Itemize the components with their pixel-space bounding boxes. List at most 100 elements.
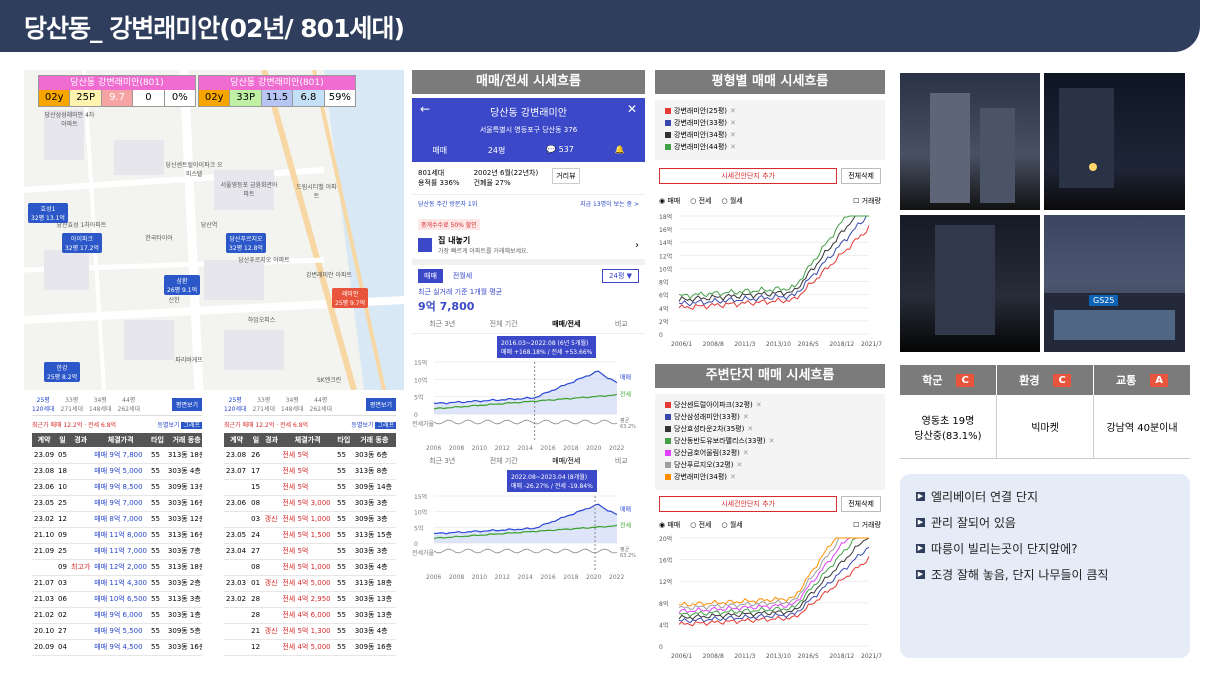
legend-item[interactable]: 당산푸르지오(32평) ✕ (665, 460, 875, 470)
map-apt-label[interactable]: 래미안 25평 9.7억 (332, 288, 369, 308)
y-tick: 0 (659, 644, 663, 651)
size-select[interactable]: 24평 (487, 146, 506, 155)
map-apt-label[interactable]: 한강 25평 8.2억 (44, 362, 81, 382)
map-apt-label[interactable]: 삼환 26평 9.1억 (164, 275, 201, 295)
period-tab[interactable]: 최근 3년 (429, 457, 456, 465)
sell-house-card[interactable]: 집 내놓기 가장 빠르게 아파트를 거래해보세요. › (412, 231, 645, 265)
size-dropdown[interactable]: 24평 ▼ (602, 269, 639, 283)
x-tick: 2014 (518, 574, 533, 581)
legend-item[interactable]: 당산금호어울림(32평) ✕ (665, 448, 875, 458)
period-tab[interactable]: 매매/전세 (552, 457, 581, 465)
clear-all-button[interactable]: 전체삭제 (841, 168, 881, 184)
chip-button[interactable]: 등별보기 (351, 422, 374, 429)
chip-button[interactable]: 그래프 (181, 422, 202, 429)
legend-item[interactable]: 당산효성타운2차(35평) ✕ (665, 424, 875, 434)
map-apt-label[interactable]: 당산푸르지오 32평 12.8억 (226, 233, 266, 253)
table-row: 20.10 27 매매 9억 5,500 55 309동 5층 (32, 623, 202, 640)
type-tab[interactable]: 44평 262세대 (309, 397, 333, 413)
close-icon[interactable]: ✕ (626, 102, 637, 116)
x-tick: 2021/7 (861, 341, 882, 348)
map-place: 파리바게뜨 (175, 357, 203, 364)
period-tab[interactable]: 비교 (614, 320, 628, 328)
type-tab[interactable]: 34평 148세대 (281, 397, 304, 413)
y-tick: 0 (414, 412, 418, 419)
legend-item[interactable]: 강변래미안(44평) ✕ (665, 142, 875, 152)
period-tab[interactable]: 전체 기간 (489, 320, 518, 328)
remove-icon: ✕ (742, 449, 749, 457)
stat-box-title: 당산동 강변래미안(801) (199, 76, 355, 90)
radio-sale[interactable]: ◉ 매매 (659, 521, 681, 529)
series-legend: 당산센트럴아이파크(32평) ✕ 당산삼성래미안(33평) ✕ 당산효성타운2차(35평… (655, 394, 885, 490)
type-tab[interactable]: 33평 271세대 (60, 397, 84, 413)
price-flow-title: 매매/전세 시세흐름 (412, 70, 645, 94)
comment-count[interactable]: 💬 537 (546, 145, 574, 154)
add-complex-button[interactable]: 시세건안단지 추가 (659, 168, 838, 184)
page-title: 당산동_ 강변래미안(02년/ 801세대) (24, 14, 405, 43)
table-row: 23.05 25 매매 9억 7,000 55 303동 16층 (32, 495, 202, 512)
radio-sale[interactable]: ◉ 매매 (659, 197, 681, 205)
sale-line (433, 503, 618, 535)
app-header: ← 당산동 강변래미안 ✕ 서울특별시 영등포구 당산동 376 매매 24평 … (412, 98, 645, 162)
legend-item[interactable]: 강변래미안(33평) ✕ (665, 118, 875, 128)
radio-monthly[interactable]: ○ 월세 (721, 521, 743, 529)
type-tab[interactable]: 33평 271세대 (252, 397, 276, 413)
bell-icon[interactable]: 🔔 (614, 145, 625, 154)
x-tick: 2018/12 (829, 341, 854, 348)
legend-item[interactable]: 강변래미안(34평) ✕ (665, 472, 875, 482)
y-tick: 12억 (659, 252, 672, 260)
legend-item[interactable]: 강변래미안(34평) ✕ (665, 130, 875, 140)
clear-all-button[interactable]: 전체삭제 (841, 496, 881, 512)
chip-button[interactable]: 등별보기 (157, 422, 180, 429)
jeonse-line (433, 524, 618, 540)
trade-table: 계약 일 경과 체결가격 타입 거래 동층 23.08 26 전세 5억 55 303동 6층 23… (224, 433, 396, 656)
y-tick: 10억 (659, 265, 672, 273)
type-tab[interactable]: 34평 148세대 (89, 397, 112, 413)
street-view-button[interactable]: 거리뷰 (552, 168, 580, 184)
deal-type-select[interactable]: 매매 (432, 146, 448, 155)
chip-button[interactable]: 그래프 (375, 422, 396, 429)
legend-item[interactable]: 강변래미안(25평) ✕ (665, 106, 875, 116)
y-tick: 5억 (414, 524, 423, 532)
chart-callout: 2022.08~2023.04 (8개월) 매매 -26.27% / 전세 -19… (507, 470, 597, 492)
visit-rank: 당산동 주간 방문자 1위 (418, 201, 478, 208)
type-tab[interactable]: 25평 120세대 (32, 397, 55, 413)
sale-line (433, 370, 618, 405)
table-row: 09 최고가 매매 12억 2,000 55 313동 18층 (32, 559, 202, 576)
type-tab[interactable]: 25평 120세대 (224, 397, 247, 413)
radio-monthly[interactable]: ○ 월세 (721, 197, 743, 205)
visit-now[interactable]: 지금 13명이 보는 중 > (580, 201, 639, 208)
table-row: 23.03 01 갱신 전세 4억 5,000 55 313동 18층 (224, 575, 396, 592)
table-row: 23.08 26 전세 5억 55 303동 6층 (224, 447, 396, 464)
jeonse-rate-label: 전세가율 (412, 420, 435, 428)
tab-sale[interactable]: 매매 (418, 269, 443, 283)
radio-jeonse[interactable]: ○ 전세 (690, 521, 712, 529)
map-apt-label[interactable]: 아이파크 32평 17.2억 (62, 233, 102, 253)
legend-item[interactable]: 당산센트럴아이파크(32평) ✕ (665, 400, 875, 410)
period-tab[interactable]: 비교 (614, 457, 628, 465)
period-tab[interactable]: 전체 기간 (489, 457, 518, 465)
period-tab[interactable]: 최근 3년 (429, 320, 456, 328)
map-panel[interactable]: 당산동 강변래미안(801) 02y 25P 9.7 0 0% 당산동 강변래미… (24, 70, 404, 390)
radio-jeonse[interactable]: ○ 전세 (690, 197, 712, 205)
period-tab[interactable]: 매매/전세 (552, 320, 581, 328)
type-tab[interactable]: 44평 262세대 (117, 397, 141, 413)
stat-box-right: 당산동 강변래미안(801) 02y 33P 11.5 6.8 59% (198, 75, 356, 107)
map-apt-label[interactable]: 효성1 32평 13.1억 (28, 203, 68, 223)
x-tick: 2022 (609, 574, 624, 581)
back-icon[interactable]: ← (420, 102, 431, 116)
trade-table-left: 25평 120세대 33평 271세대 34평 148세대 44평 262세대 평면보기… (32, 395, 202, 660)
legend-item[interactable]: 당산삼성래미안(33평) ✕ (665, 412, 875, 422)
legend-item[interactable]: 당산동반도유보라팰리스(33평) ✕ (665, 436, 875, 446)
add-complex-button[interactable]: 시세건안단지 추가 (659, 496, 838, 512)
volume-checkbox[interactable]: ☐ 거래량 (853, 521, 881, 529)
floor-plan-button[interactable]: 평면보기 (365, 397, 396, 411)
note-item: ▶ 조경 잘해 놓음, 단지 나무들이 큼직 (916, 568, 1109, 582)
x-tick: 2018 (563, 445, 578, 452)
tab-rent[interactable]: 전월세 (452, 272, 473, 280)
table-row: 21.07 03 매매 11억 4,300 55 303동 2층 (32, 575, 202, 592)
table-row: 21.10 09 매매 11억 8,000 55 313동 16층 (32, 527, 202, 544)
volume-checkbox[interactable]: ☐ 거래량 (853, 197, 881, 205)
map-place: 당산센트럴아이파크 오피스텔 (165, 162, 223, 178)
floor-plan-button[interactable]: 평면보기 (171, 397, 202, 411)
rating-value: 영동초 19명 당산중(83.1%) (900, 395, 997, 458)
